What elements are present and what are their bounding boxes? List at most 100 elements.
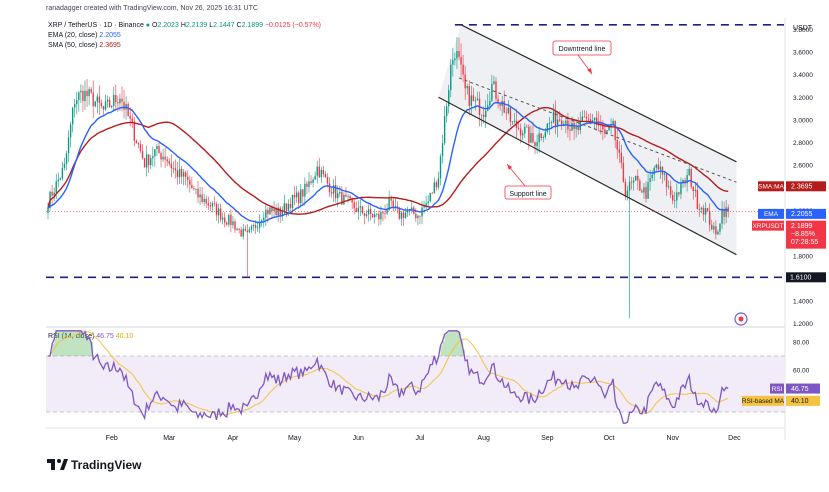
candle-body bbox=[93, 93, 94, 107]
time-axis[interactable]: Feb Mar Apr May Jun Jul Aug Sep Oct Nov Dec bbox=[106, 435, 741, 442]
candle-body bbox=[47, 208, 48, 213]
candle-body bbox=[185, 172, 186, 177]
candle-body bbox=[693, 187, 694, 191]
rsi-badge: RSI 46.75 bbox=[770, 384, 820, 394]
candle-body bbox=[434, 182, 435, 192]
candle-body bbox=[230, 215, 231, 225]
candle-body bbox=[148, 155, 149, 166]
candle-body bbox=[407, 211, 408, 213]
candle-body bbox=[415, 214, 416, 218]
candle-body bbox=[372, 214, 373, 217]
candle-body bbox=[146, 155, 147, 168]
candle-body bbox=[127, 104, 128, 116]
candle-body bbox=[240, 230, 241, 237]
candle-body bbox=[298, 193, 299, 204]
candle-body bbox=[162, 157, 163, 160]
candle-body bbox=[212, 203, 213, 206]
candle-body bbox=[469, 86, 470, 106]
candle-body bbox=[319, 167, 320, 178]
candle-body bbox=[471, 95, 472, 105]
support-annotation-text: Support line bbox=[509, 191, 546, 198]
rsi-tick-label: 60.00 bbox=[793, 368, 810, 375]
candle-body bbox=[707, 208, 708, 211]
candle-body bbox=[493, 81, 494, 84]
candle-body bbox=[132, 119, 133, 122]
svg-text:46.75: 46.75 bbox=[791, 386, 809, 393]
candle-body bbox=[317, 167, 318, 176]
candle-body bbox=[224, 218, 225, 223]
candle-body bbox=[514, 121, 515, 122]
candle-body bbox=[362, 206, 363, 213]
downtrend-annotation[interactable]: Downtrend line bbox=[553, 41, 611, 74]
candle-body bbox=[522, 133, 523, 135]
candle-body bbox=[506, 113, 507, 114]
level-badge: 1.6100 bbox=[786, 272, 826, 282]
tradingview-logo[interactable]: TradingView bbox=[47, 458, 142, 472]
candle-body bbox=[175, 168, 176, 170]
candle-body bbox=[427, 201, 428, 203]
candle-body bbox=[345, 195, 346, 197]
candle-body bbox=[403, 212, 404, 217]
candle-body bbox=[321, 170, 322, 177]
candle-body bbox=[136, 141, 137, 143]
sma-price-badge: SMA:MA 2.3695 bbox=[758, 181, 826, 191]
ema-price-badge: EMA 2.2055 bbox=[758, 209, 826, 219]
candle-body bbox=[105, 102, 106, 110]
candle-body bbox=[296, 193, 297, 198]
candle-body bbox=[310, 181, 311, 183]
candle-body bbox=[676, 192, 677, 200]
time-tick-label: Jun bbox=[353, 435, 364, 442]
price-axis[interactable]: 3.8000 3.6000 3.4000 3.2000 3.0000 2.8000 2.60… bbox=[793, 27, 813, 328]
svg-text:EMA: EMA bbox=[764, 211, 779, 218]
candle-body bbox=[725, 207, 726, 217]
time-tick-label: Jul bbox=[415, 435, 424, 442]
candle-body bbox=[649, 178, 650, 182]
candle-body bbox=[101, 103, 102, 106]
candle-body bbox=[660, 167, 661, 170]
candle-body bbox=[419, 216, 420, 217]
candle-body bbox=[423, 207, 424, 208]
candle-body bbox=[440, 156, 441, 178]
candle-body bbox=[627, 191, 628, 196]
candle-body bbox=[442, 143, 443, 156]
candle-body bbox=[187, 177, 188, 180]
candle-body bbox=[364, 213, 365, 216]
candle-body bbox=[226, 223, 227, 225]
price-tick-label: 2.8000 bbox=[793, 140, 813, 147]
candle-body bbox=[584, 117, 585, 118]
candle-body bbox=[325, 174, 326, 177]
candle-body bbox=[399, 208, 400, 219]
candle-body bbox=[571, 123, 572, 131]
candle-body bbox=[62, 168, 63, 178]
event-icon[interactable] bbox=[735, 313, 747, 325]
candle-body bbox=[386, 210, 387, 214]
candle-body bbox=[216, 204, 217, 215]
candle-body bbox=[343, 195, 344, 205]
candle-body bbox=[670, 186, 671, 194]
candle-body bbox=[86, 91, 87, 96]
candle-body bbox=[401, 212, 402, 218]
candle-body bbox=[275, 209, 276, 215]
candle-body bbox=[314, 176, 315, 180]
candle-body bbox=[629, 182, 630, 191]
candle-body bbox=[253, 225, 254, 226]
candle-body bbox=[475, 100, 476, 101]
candle-body bbox=[138, 143, 139, 144]
candle-body bbox=[249, 229, 250, 232]
time-tick-label: Dec bbox=[728, 435, 741, 442]
candle-body bbox=[222, 218, 223, 220]
svg-text:07:28:55: 07:28:55 bbox=[791, 239, 818, 246]
candle-body bbox=[588, 119, 589, 120]
candle-body bbox=[411, 207, 412, 208]
candle-body bbox=[664, 174, 665, 175]
candle-body bbox=[668, 186, 669, 187]
candle-body bbox=[189, 180, 190, 185]
candle-body bbox=[619, 150, 620, 153]
candle-body bbox=[171, 164, 172, 169]
candle-body bbox=[251, 226, 252, 229]
candle-body bbox=[80, 91, 81, 93]
support-annotation[interactable]: Support line bbox=[505, 164, 551, 199]
candle-body bbox=[255, 225, 256, 228]
candle-body bbox=[74, 104, 75, 107]
